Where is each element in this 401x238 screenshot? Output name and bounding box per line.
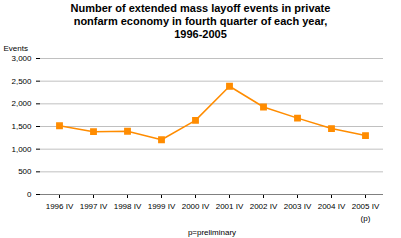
svg-text:1996 IV: 1996 IV <box>46 202 74 211</box>
html-text:Number of extended mass layoff: Number of extended mass layoff events in… <box>70 2 331 41</box>
svg-text:1,000: 1,000 <box>11 144 32 153</box>
svg-text:p=preliminary: p=preliminary <box>188 227 236 236</box>
svg-text:2004 IV: 2004 IV <box>318 202 346 211</box>
svg-text:1999 IV: 1999 IV <box>148 202 176 211</box>
svg-text:2003 IV: 2003 IV <box>284 202 312 211</box>
svg-text:1998 IV: 1998 IV <box>114 202 142 211</box>
svg-text:2,500: 2,500 <box>11 76 32 85</box>
svg-text:3,000: 3,000 <box>11 54 32 63</box>
svg-text:Events: Events <box>4 44 28 53</box>
svg-text:2000 IV: 2000 IV <box>182 202 210 211</box>
svg-text:2005 IV: 2005 IV <box>352 202 380 211</box>
svg-text:2002 IV: 2002 IV <box>250 202 278 211</box>
svg-text:2001 IV: 2001 IV <box>216 202 244 211</box>
svg-text:2,000: 2,000 <box>11 99 32 108</box>
svg-text:500: 500 <box>18 167 32 176</box>
svg-text:0: 0 <box>27 190 32 199</box>
svg-text:(p): (p) <box>361 214 371 223</box>
svg-text:1,500: 1,500 <box>11 122 32 131</box>
svg-text:1997 IV: 1997 IV <box>80 202 108 211</box>
